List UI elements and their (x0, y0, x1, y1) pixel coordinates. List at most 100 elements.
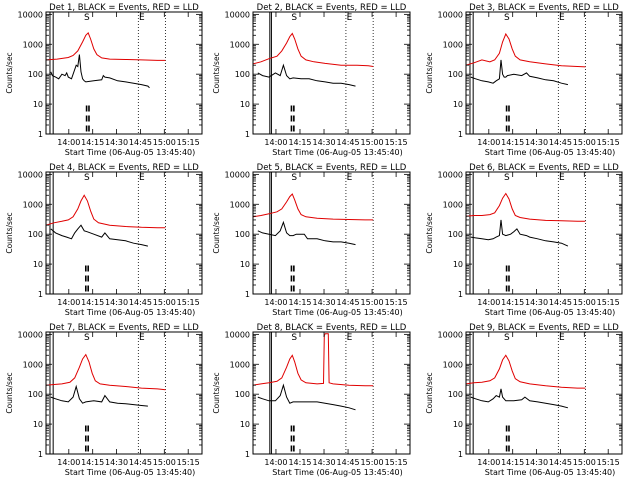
lld-series (253, 193, 374, 221)
y-tick-label: 1000 (443, 200, 463, 209)
y-tick-label: 1 (458, 290, 463, 299)
x-tick-label: 14:15 (288, 458, 311, 467)
y-tick-label: 10000 (438, 170, 463, 179)
x-tick-label: 15:15 (385, 138, 408, 147)
y-tick-label: 1 (458, 130, 463, 139)
x-tick-label: 14:15 (288, 298, 311, 307)
y-tick-label: 100 (235, 70, 250, 79)
marker-label: S (291, 333, 297, 343)
y-axis-label: Counts/sec (5, 212, 14, 253)
detector-panel: 1 10 100 1000 10000 14:00 14:15 14:30 14:45 15:00… (212, 163, 411, 317)
detector-panel: 1 10 100 1000 10000 14:00 14:15 14:30 14:45 15:00… (212, 323, 411, 477)
x-axis-label: Start Time (06-Aug-05 13:45:40) (65, 468, 196, 477)
x-tick-label: 14:15 (501, 138, 524, 147)
y-tick-label: 10000 (18, 10, 43, 19)
y-axis-label: Counts/sec (5, 372, 14, 413)
x-tick-label: 15:00 (153, 138, 176, 147)
y-tick-label: 1 (38, 290, 43, 299)
lld-series (46, 194, 166, 229)
detector-panel: 1 10 100 1000 10000 14:00 14:15 14:30 14:45 15:00… (212, 3, 411, 157)
axes-frame (45, 11, 203, 135)
x-tick-label: 15:00 (361, 138, 384, 147)
x-tick-label: 15:00 (361, 458, 384, 467)
panel-title: Det 7, BLACK = Events, RED = LLD (49, 323, 199, 333)
x-tick-label: 14:00 (57, 458, 80, 467)
y-tick-label: 10 (240, 260, 250, 269)
x-tick-label: 15:00 (573, 458, 596, 467)
x-axis-label: Start Time (06-Aug-05 13:45:40) (485, 148, 616, 157)
y-tick-label: 10 (453, 260, 463, 269)
marker-label: S (84, 13, 90, 23)
panel-title: Det 3, BLACK = Events, RED = LLD (469, 3, 619, 13)
panel-title: Det 8, BLACK = Events, RED = LLD (257, 323, 407, 333)
y-tick-label: 1000 (23, 200, 43, 209)
lld-series (466, 32, 586, 68)
plot-area (253, 332, 374, 454)
marker-label: S (84, 333, 90, 343)
panel-title: Det 5, BLACK = Events, RED = LLD (257, 163, 407, 173)
x-tick-label: 14:15 (81, 138, 104, 147)
plot-area (466, 172, 586, 294)
x-tick-label: 14:45 (549, 458, 572, 467)
x-tick-label: 14:30 (525, 458, 548, 467)
y-axis-label: Counts/sec (425, 52, 434, 93)
y-tick-label: 100 (28, 230, 43, 239)
y-tick-label: 1000 (443, 40, 463, 49)
y-tick-label: 10000 (225, 330, 250, 339)
panel-title: Det 4, BLACK = Events, RED = LLD (49, 163, 199, 173)
x-tick-label: 14:15 (501, 298, 524, 307)
lld-series (46, 32, 166, 61)
y-tick-label: 1 (245, 130, 250, 139)
x-tick-label: 14:00 (264, 458, 287, 467)
x-axis-label: Start Time (06-Aug-05 13:45:40) (485, 308, 616, 317)
y-tick-label: 100 (235, 230, 250, 239)
y-tick-label: 1 (458, 450, 463, 459)
x-tick-label: 14:45 (129, 458, 152, 467)
plot-area (253, 172, 374, 294)
events-series (50, 384, 148, 407)
x-tick-label: 14:15 (81, 298, 104, 307)
y-axis-label: Counts/sec (212, 212, 221, 253)
panel-title: Det 2, BLACK = Events, RED = LLD (257, 3, 407, 13)
x-tick-label: 14:30 (105, 298, 128, 307)
x-axis-label: Start Time (06-Aug-05 13:45:40) (272, 308, 403, 317)
lld-series (466, 354, 586, 389)
y-tick-label: 10 (33, 260, 43, 269)
x-tick-label: 15:15 (597, 458, 620, 467)
y-axis-label: Counts/sec (425, 212, 434, 253)
y-tick-label: 100 (28, 390, 43, 399)
x-tick-label: 14:15 (81, 458, 104, 467)
x-tick-label: 14:30 (312, 458, 335, 467)
events-series (470, 388, 569, 409)
plot-area (46, 12, 166, 134)
x-tick-label: 14:45 (549, 298, 572, 307)
x-tick-label: 14:45 (549, 138, 572, 147)
y-tick-label: 10 (240, 100, 250, 109)
plot-area (466, 12, 586, 134)
x-tick-label: 14:45 (129, 138, 152, 147)
x-axis-label: Start Time (06-Aug-05 13:45:40) (65, 148, 196, 157)
x-axis-label: Start Time (06-Aug-05 13:45:40) (485, 468, 616, 477)
marker-label: S (291, 173, 297, 183)
x-tick-label: 14:30 (525, 298, 548, 307)
marker-label: S (504, 13, 510, 23)
events-series (470, 219, 569, 247)
detector-panel: 1 10 100 1000 10000 14:00 14:15 14:30 14:45 15:00… (5, 3, 203, 157)
x-tick-label: 15:15 (177, 298, 200, 307)
y-tick-label: 10 (33, 420, 43, 429)
x-tick-label: 14:00 (477, 458, 500, 467)
y-axis-label: Counts/sec (5, 52, 14, 93)
y-tick-label: 10000 (18, 170, 43, 179)
y-tick-label: 10 (453, 420, 463, 429)
marker-label: E (139, 13, 145, 23)
marker-label: S (504, 173, 510, 183)
x-tick-label: 14:00 (477, 298, 500, 307)
marker-label: E (347, 333, 353, 343)
y-tick-label: 10 (453, 100, 463, 109)
y-tick-label: 10 (240, 420, 250, 429)
x-tick-label: 14:00 (57, 138, 80, 147)
y-tick-label: 10000 (438, 330, 463, 339)
lld-series (253, 32, 374, 67)
marker-label: E (347, 13, 353, 23)
